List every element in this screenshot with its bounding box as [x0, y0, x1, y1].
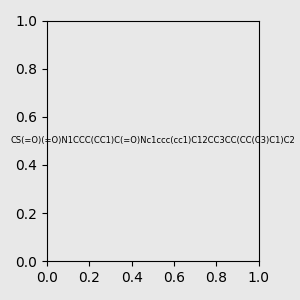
Text: CS(=O)(=O)N1CCC(CC1)C(=O)Nc1ccc(cc1)C12CC3CC(CC(C3)C1)C2: CS(=O)(=O)N1CCC(CC1)C(=O)Nc1ccc(cc1)C12C… — [11, 136, 295, 146]
